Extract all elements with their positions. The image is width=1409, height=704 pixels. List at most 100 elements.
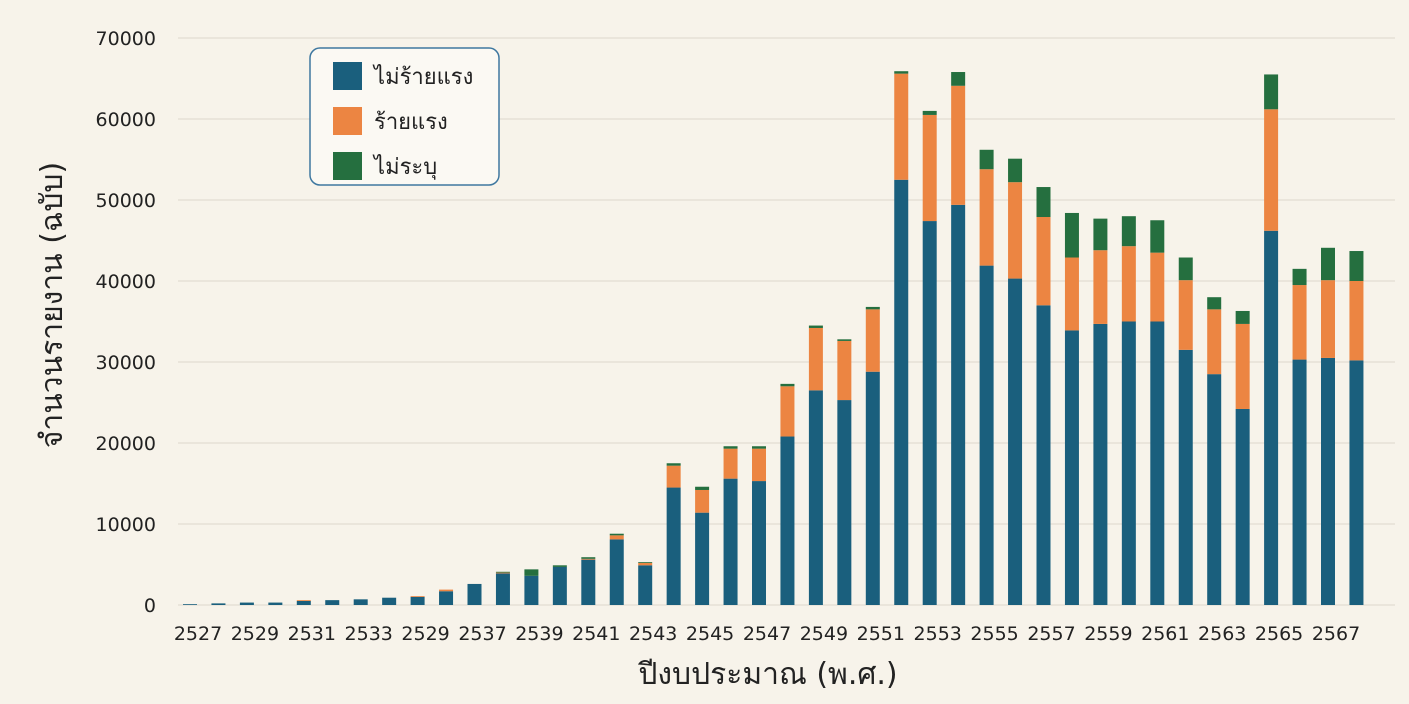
bar-segment <box>1121 246 1136 322</box>
bar-segment <box>638 562 653 563</box>
bar-segment <box>581 559 596 605</box>
bar-segment <box>894 73 909 180</box>
x-tick-label: 2551 <box>857 623 905 645</box>
x-tick-label: 2529 <box>231 623 279 645</box>
bar-segment <box>979 169 994 266</box>
bar-segment <box>666 465 681 488</box>
bar-segment <box>979 265 994 605</box>
bar-segment <box>439 591 454 605</box>
bar-segment <box>1349 251 1364 281</box>
bar-segment <box>1121 216 1136 247</box>
bar-segment <box>808 327 823 391</box>
bar-segment <box>808 390 823 605</box>
bar-segment <box>865 309 880 372</box>
bar-segment <box>296 600 311 605</box>
bar-segment <box>495 573 510 605</box>
bar-segment <box>865 371 880 605</box>
bar-segment <box>1292 268 1307 286</box>
bar-segment <box>1349 360 1364 605</box>
bar-segment <box>1178 257 1193 281</box>
bar-segment <box>1093 250 1108 324</box>
x-tick-label: 2567 <box>1312 623 1360 645</box>
y-tick-label: 10000 <box>96 514 156 536</box>
x-tick-label: 2531 <box>288 623 336 645</box>
x-tick-label: 2537 <box>458 623 506 645</box>
bar-segment <box>410 596 425 605</box>
bar-segment <box>495 571 510 573</box>
bar-segment <box>666 463 681 466</box>
bar-segment <box>524 575 539 605</box>
bar-segment <box>1121 321 1136 605</box>
bar-segment <box>695 512 710 605</box>
bar-segment <box>609 539 624 605</box>
x-tick-label: 2541 <box>572 623 620 645</box>
bar-segment <box>467 583 482 605</box>
x-tick-label: 2529 <box>401 623 449 645</box>
bar-segment <box>951 204 966 606</box>
bar-segment <box>1264 109 1279 231</box>
bar-segment <box>922 114 937 222</box>
y-tick-label: 70000 <box>96 28 156 50</box>
x-tick-label: 2549 <box>800 623 848 645</box>
x-tick-label: 2557 <box>1027 623 1075 645</box>
x-tick-label: 2539 <box>515 623 563 645</box>
bars <box>183 71 1364 606</box>
x-tick-label: 2533 <box>345 623 393 645</box>
x-tick-label: 2559 <box>1084 623 1132 645</box>
bar-segment <box>1150 252 1165 322</box>
bar-segment <box>183 604 197 605</box>
bar-segment <box>211 603 226 605</box>
bar-segment <box>695 489 710 513</box>
bar-segment <box>1093 218 1108 251</box>
y-tick-label: 50000 <box>96 190 156 212</box>
y-tick-labels: 0 10000 20000 30000 40000 50000 60000 70000 <box>96 28 156 617</box>
bar-segment <box>1264 230 1279 605</box>
bar-segment <box>837 339 852 341</box>
legend-swatch <box>333 107 362 135</box>
bar-segment <box>979 149 994 170</box>
y-tick-label: 0 <box>144 595 156 617</box>
bar-segment <box>894 71 909 74</box>
bar-segment <box>1292 359 1307 605</box>
bar-segment <box>1036 305 1051 605</box>
bar-segment <box>1321 357 1335 605</box>
bar-segment <box>1235 408 1250 605</box>
x-tick-label: 2563 <box>1198 623 1246 645</box>
bar-segment <box>1036 187 1051 218</box>
bar-segment <box>552 565 567 567</box>
legend-swatch <box>333 152 362 180</box>
bar-segment <box>752 448 766 482</box>
bar-segment <box>1150 321 1165 605</box>
bar-segment <box>894 179 909 605</box>
bar-segment <box>723 478 738 605</box>
bar-segment <box>1064 257 1079 331</box>
bar-segment <box>780 386 795 437</box>
x-tick-label: 2561 <box>1141 623 1189 645</box>
bar-segment <box>837 340 852 401</box>
bar-segment <box>1008 158 1023 183</box>
x-tick-labels: 2527 2529 2531 2533 2529 2537 2539 2541 2543 2545… <box>174 623 1360 645</box>
bar-segment <box>524 569 539 576</box>
x-tick-label: 2527 <box>174 623 222 645</box>
x-axis-title: ปีงบประมาณ (พ.ศ.) <box>637 657 897 692</box>
bar-segment <box>638 562 653 566</box>
bar-segment <box>723 446 738 449</box>
bar-segment <box>1292 285 1307 360</box>
bar-segment <box>951 85 966 205</box>
legend-swatch <box>333 62 362 90</box>
y-tick-label: 40000 <box>96 271 156 293</box>
x-tick-label: 2565 <box>1255 623 1303 645</box>
bar-segment <box>837 400 852 605</box>
bar-segment <box>495 572 510 574</box>
y-tick-label: 20000 <box>96 433 156 455</box>
legend-label: ไม่ระบุ <box>372 154 437 180</box>
bar-segment <box>268 602 283 605</box>
y-tick-label: 30000 <box>96 352 156 374</box>
bar-segment <box>1207 297 1222 310</box>
y-tick-label: 60000 <box>96 109 156 131</box>
bar-segment <box>1321 280 1335 358</box>
bar-segment <box>296 600 311 601</box>
y-axis-title: จำนวนรายงาน (ฉบับ) <box>35 162 70 448</box>
bar-segment <box>780 383 795 387</box>
